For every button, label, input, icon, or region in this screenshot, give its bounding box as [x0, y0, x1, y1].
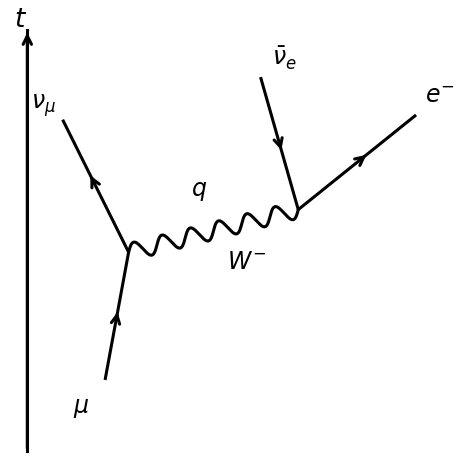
Text: $\nu_{\mu}$: $\nu_{\mu}$ — [31, 92, 56, 119]
Text: $q$: $q$ — [191, 178, 207, 203]
Text: $\mu$: $\mu$ — [73, 397, 90, 420]
Text: $e^{-}$: $e^{-}$ — [426, 84, 455, 108]
Text: $\bar{\nu}_{e}$: $\bar{\nu}_{e}$ — [272, 45, 297, 72]
Text: $t$: $t$ — [14, 7, 27, 33]
Text: $W^{-}$: $W^{-}$ — [227, 249, 266, 274]
